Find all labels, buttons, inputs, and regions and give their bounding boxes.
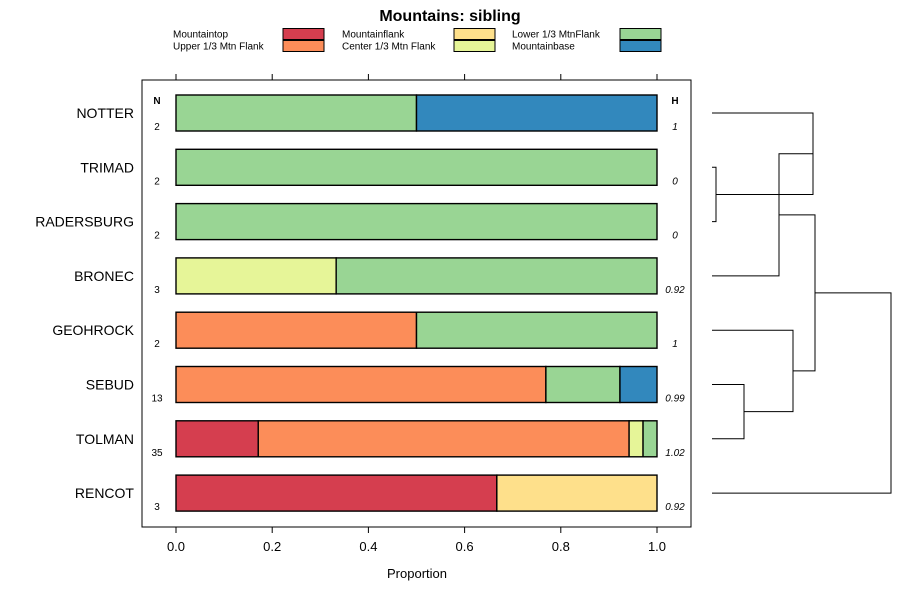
bars-group: NOTTER 2 1 TRIMAD 2 0 RADERSBURG 2 0 BRONEC 3 0.92 G… — [35, 94, 685, 513]
row-label-radersburg: RADERSBURG — [35, 214, 134, 230]
bar-segment-geohrock-5 — [415, 311, 658, 349]
bar-segment-tolman-2 — [257, 420, 630, 458]
n-value-geohrock: 2 — [154, 339, 160, 350]
legend-label-lower-1-3-mtnflank: Lower 1/3 MtnFlank — [512, 30, 601, 41]
h-value-notter: 1 — [672, 122, 678, 133]
legend-swatch-lower-1-3-mtnflank — [619, 28, 662, 40]
legend-label-upper-1-3-mtn-flank: Upper 1/3 Mtn Flank — [173, 42, 265, 53]
h-value-tolman: 1.02 — [665, 448, 685, 459]
bar-segment-notter-5 — [175, 94, 418, 132]
dendrogram-branch — [712, 384, 745, 440]
x-tick-label: 0.0 — [167, 539, 185, 554]
bar-segment-radersburg-5 — [175, 202, 658, 241]
bar-segment-tolman-4 — [628, 420, 644, 458]
row-label-geohrock: GEOHROCK — [52, 322, 134, 338]
n-value-bronec: 3 — [154, 285, 160, 296]
chart-title: Mountains: sibling — [379, 8, 520, 25]
row-label-tolman: TOLMAN — [76, 431, 134, 447]
bar-segment-bronec-5 — [335, 257, 658, 295]
dendrogram-branch — [712, 166, 717, 223]
bar-segment-sebud-6 — [619, 365, 658, 404]
x-axis: 0.0 0.2 0.4 0.6 0.8 1.0 — [167, 74, 666, 554]
x-tick-label: 0.4 — [359, 539, 377, 554]
legend-swatch-upper-1-3-mtn-flank — [282, 40, 325, 52]
legend-swatch-mountainflank — [453, 28, 496, 40]
n-value-radersburg: 2 — [154, 231, 160, 242]
h-value-rencot: 0.92 — [665, 502, 685, 513]
legend-label-mountainbase: Mountainbase — [512, 42, 575, 53]
bar-segment-tolman-5 — [642, 420, 658, 458]
row-label-trimad: TRIMAD — [80, 159, 134, 175]
plot-frame — [141, 79, 692, 528]
legend-label-center-1-3-mtn-flank: Center 1/3 Mtn Flank — [342, 42, 436, 53]
h-value-trimad: 0 — [672, 176, 678, 187]
n-column-header: N — [153, 96, 160, 107]
bar-segment-geohrock-2 — [175, 311, 418, 349]
h-column-header: H — [671, 96, 678, 107]
x-axis-label: Proportion — [387, 566, 447, 581]
n-value-notter: 2 — [154, 122, 160, 133]
n-value-sebud: 13 — [151, 394, 163, 405]
legend-swatch-mountainbase — [619, 40, 662, 52]
h-value-radersburg: 0 — [672, 231, 678, 242]
bar-segment-rencot-3 — [496, 474, 658, 512]
bar-segment-bronec-4 — [175, 257, 337, 295]
dendrogram-branch — [712, 292, 892, 494]
dendrogram — [712, 112, 892, 494]
n-value-tolman: 35 — [151, 448, 163, 459]
x-tick-label: 0.2 — [263, 539, 281, 554]
x-tick-label: 0.6 — [456, 539, 474, 554]
x-tick-label: 1.0 — [648, 539, 666, 554]
legend-swatch-center-1-3-mtn-flank — [453, 40, 496, 52]
row-label-bronec: BRONEC — [74, 268, 134, 284]
h-value-bronec: 0.92 — [665, 285, 685, 296]
bar-segment-tolman-1 — [175, 420, 259, 458]
dendrogram-branch — [712, 329, 794, 413]
h-value-sebud: 0.99 — [665, 394, 685, 405]
row-label-sebud: SEBUD — [86, 377, 134, 393]
bar-segment-sebud-2 — [175, 365, 547, 404]
dendrogram-branch — [779, 214, 816, 372]
bar-segment-trimad-5 — [175, 148, 658, 187]
h-value-geohrock: 1 — [672, 339, 678, 350]
legend-label-mountainflank: Mountainflank — [342, 30, 405, 41]
legend-label-mountaintop: Mountaintop — [173, 30, 228, 41]
legend-swatch-mountaintop — [282, 28, 325, 40]
bar-segment-notter-6 — [415, 94, 658, 132]
n-value-trimad: 2 — [154, 176, 160, 187]
x-tick-label: 0.8 — [552, 539, 570, 554]
row-label-rencot: RENCOT — [75, 485, 135, 501]
bar-segment-rencot-1 — [175, 474, 498, 512]
row-label-notter: NOTTER — [76, 105, 134, 121]
bar-segment-sebud-5 — [545, 365, 621, 404]
n-value-rencot: 3 — [154, 502, 160, 513]
